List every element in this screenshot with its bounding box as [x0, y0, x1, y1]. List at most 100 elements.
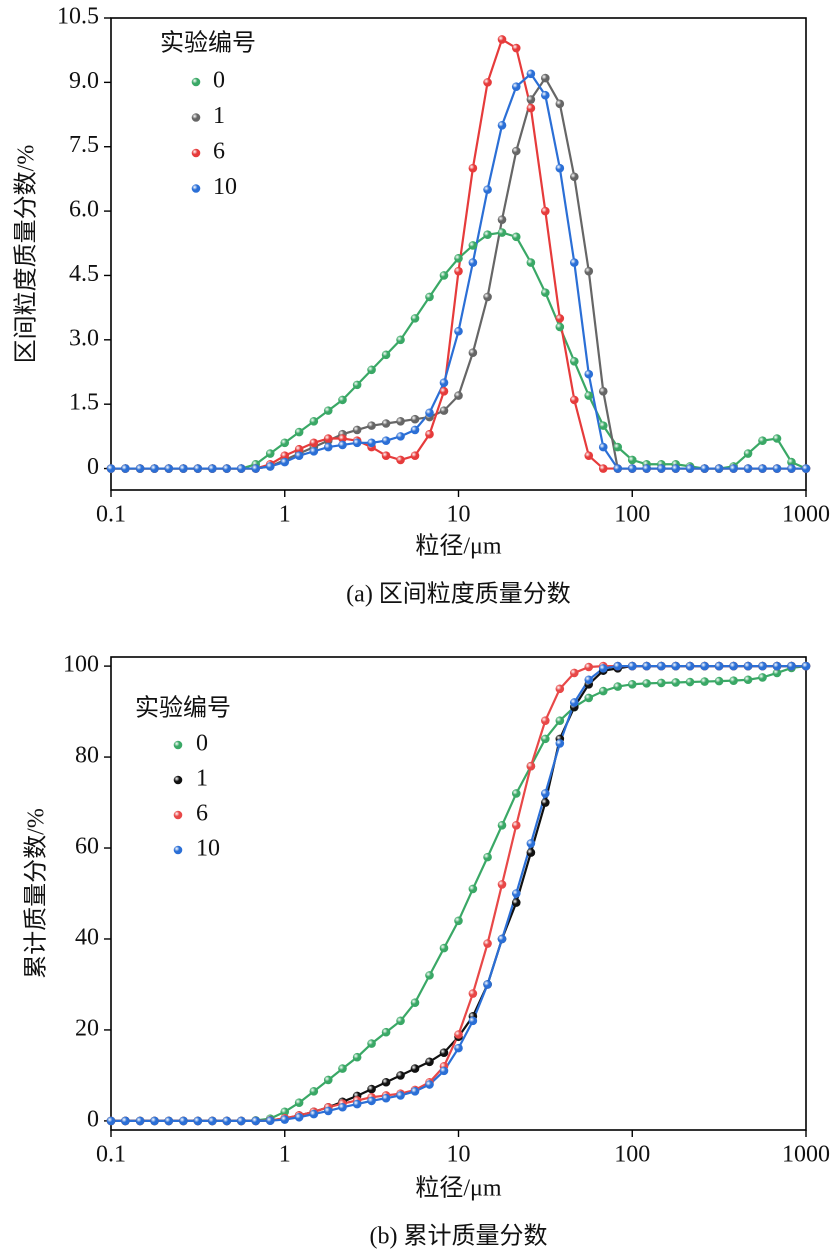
data-point	[627, 661, 637, 671]
data-point	[338, 1064, 347, 1073]
data-point	[584, 662, 594, 672]
data-point	[396, 1016, 405, 1026]
data-point	[787, 661, 796, 671]
data-point	[454, 1043, 463, 1053]
data-point	[309, 438, 319, 448]
caption: (b) 累计质量分数	[370, 1223, 548, 1250]
data-point	[410, 998, 420, 1007]
data-point	[294, 427, 304, 437]
data-point	[121, 464, 130, 473]
legend-label: 0	[213, 68, 225, 94]
data-point	[526, 69, 536, 79]
data-point	[584, 391, 594, 400]
data-point	[483, 230, 492, 239]
data-point	[511, 146, 521, 156]
data-point	[425, 429, 434, 439]
data-point	[598, 421, 608, 430]
legend-label: 10	[196, 836, 220, 862]
legend-marker	[191, 148, 201, 158]
data-point	[714, 661, 724, 671]
data-point	[410, 1064, 420, 1073]
x-tick-label: 1	[279, 1142, 291, 1168]
series-line	[111, 665, 806, 1122]
data-point	[164, 464, 174, 473]
legend-label: 6	[196, 801, 208, 827]
data-point	[497, 880, 507, 889]
data-point	[729, 464, 738, 473]
data-point	[511, 82, 521, 91]
data-point	[570, 395, 579, 405]
data-point	[526, 95, 536, 104]
data-point	[381, 1093, 391, 1103]
data-point	[410, 451, 420, 460]
data-point	[511, 898, 521, 907]
series-line	[111, 665, 806, 1122]
data-point	[758, 436, 767, 445]
data-point	[367, 1096, 376, 1106]
data-point	[367, 1084, 376, 1094]
data-point	[772, 434, 782, 443]
legend-label: 0	[196, 731, 208, 757]
data-point	[570, 356, 579, 366]
data-point	[613, 442, 623, 452]
legend-label: 1	[196, 766, 208, 792]
data-point	[483, 852, 492, 862]
data-point	[613, 661, 623, 671]
data-point	[497, 120, 507, 130]
data-point	[758, 661, 767, 671]
data-point	[772, 668, 782, 678]
data-point	[541, 716, 550, 725]
y-tick-label: 1.5	[69, 390, 99, 416]
data-point	[309, 417, 319, 426]
data-point	[555, 716, 565, 725]
data-point	[454, 1030, 463, 1039]
data-point	[787, 464, 796, 473]
data-point	[541, 206, 550, 216]
data-point	[685, 464, 695, 473]
data-point	[323, 406, 333, 415]
data-point	[294, 1112, 304, 1122]
data-point	[758, 673, 767, 682]
legend-marker	[191, 184, 201, 193]
data-point	[570, 258, 579, 267]
data-point	[265, 462, 275, 471]
data-point	[541, 734, 550, 744]
legend-title: 实验编号	[135, 695, 231, 722]
data-point	[497, 934, 507, 944]
data-point	[555, 99, 565, 109]
data-point	[338, 440, 347, 450]
x-tick-label: 100	[614, 1142, 650, 1168]
data-point	[280, 1115, 290, 1124]
data-point	[570, 668, 579, 678]
data-point	[454, 326, 463, 336]
y-tick-label: 7.5	[69, 132, 99, 158]
data-point	[323, 1075, 333, 1085]
data-point	[135, 464, 145, 473]
data-point	[483, 980, 492, 989]
data-point	[541, 288, 550, 297]
data-point	[236, 464, 246, 473]
data-point	[483, 292, 492, 302]
y-tick-label: 100	[63, 652, 99, 678]
data-point	[352, 438, 362, 448]
data-point	[584, 693, 594, 703]
data-point	[381, 1077, 391, 1087]
chart: 01.53.04.56.07.59.010.50.1 1 10 100 1000粒径/μ…	[13, 4, 831, 608]
data-point	[454, 391, 463, 400]
data-point	[642, 464, 651, 473]
data-point	[179, 464, 188, 473]
data-point	[468, 884, 478, 894]
y-tick-label: 20	[75, 1015, 99, 1041]
data-point	[352, 380, 362, 390]
data-point	[743, 661, 753, 671]
x-tick-label: 100	[614, 502, 650, 528]
data-point	[352, 1099, 362, 1109]
data-point	[323, 434, 333, 443]
data-point	[352, 425, 362, 435]
data-point	[483, 939, 492, 948]
data-point	[483, 185, 492, 194]
data-point	[352, 1052, 362, 1062]
data-point	[381, 350, 391, 360]
data-point	[323, 1106, 333, 1116]
